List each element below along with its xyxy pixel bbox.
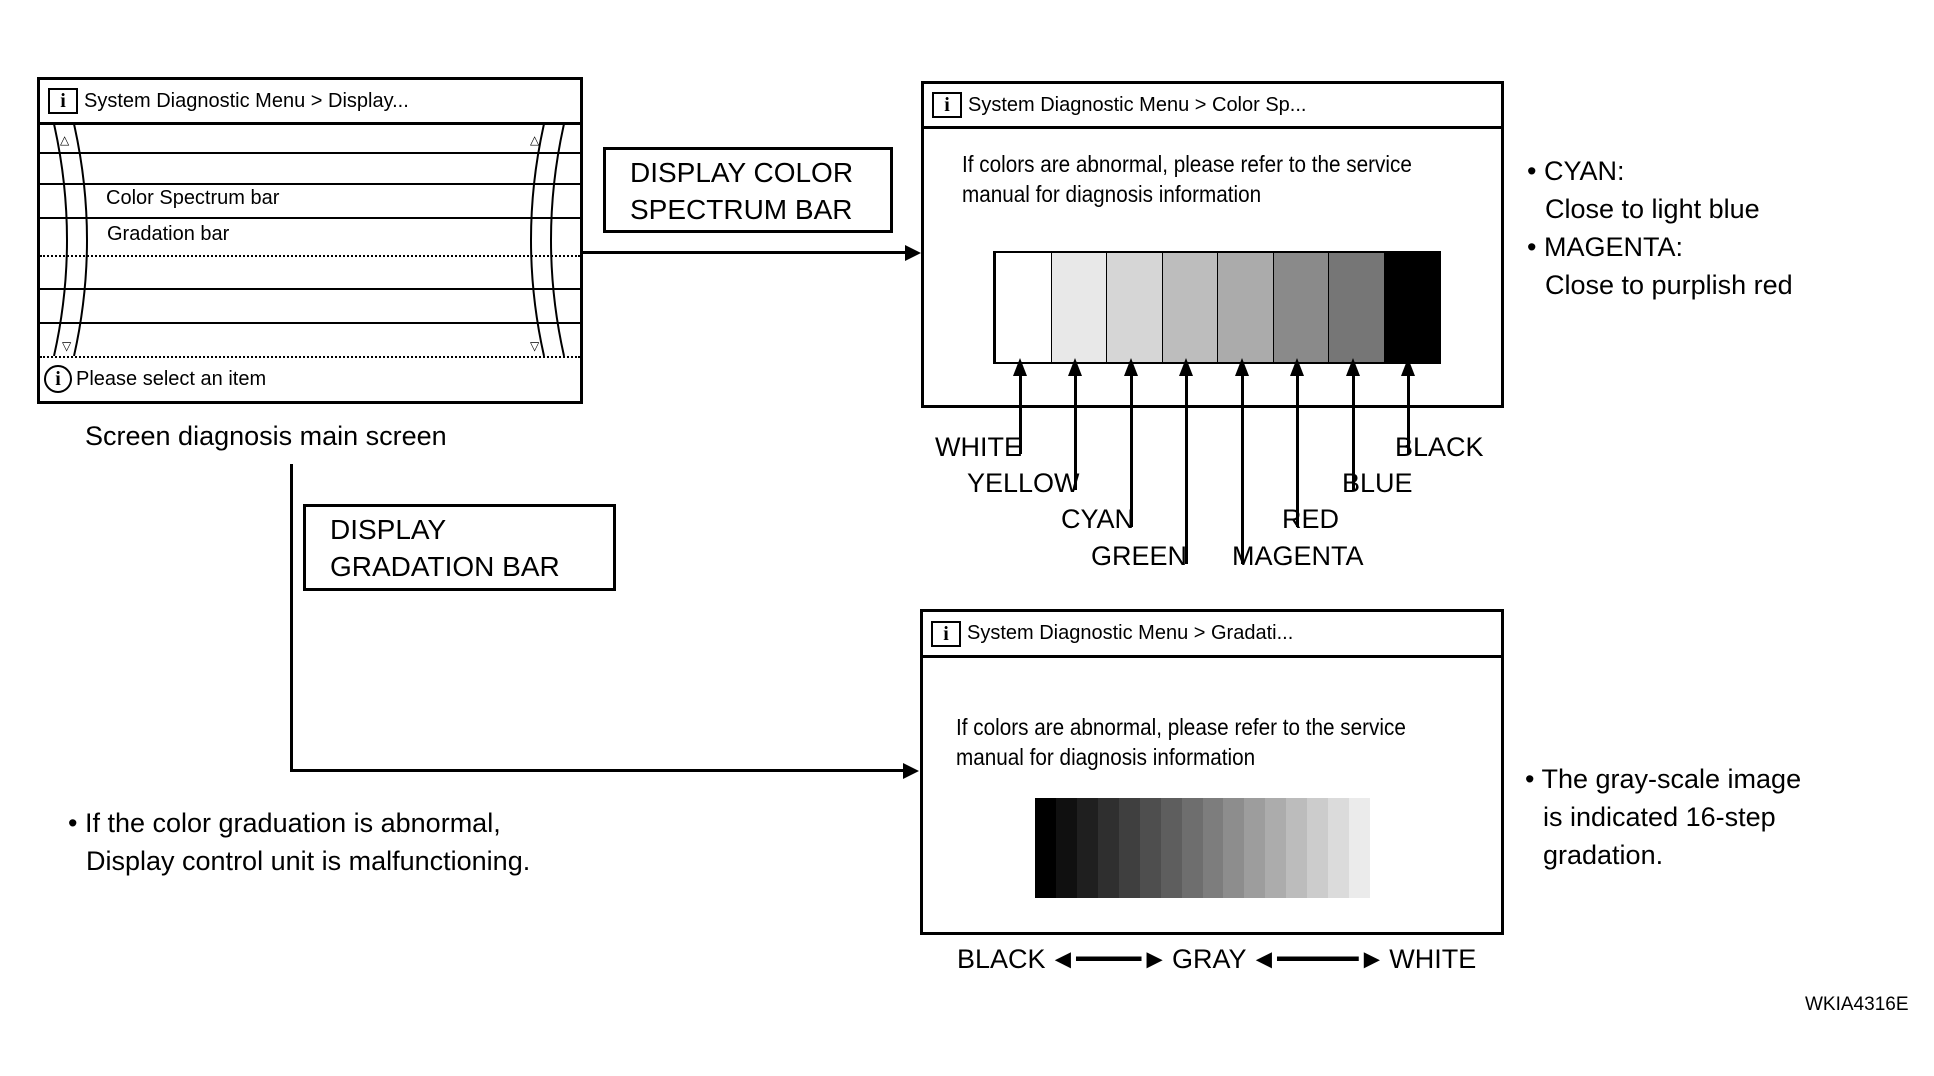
arrowhead-icon: [1068, 358, 1083, 376]
arrow-magenta: [1240, 370, 1244, 564]
color-screen-message: If colors are abnormal, please refer to …: [962, 151, 1412, 207]
color-bar-black: [1383, 253, 1439, 362]
footer-text: Please select an item: [76, 367, 267, 390]
arrowhead-icon: [1179, 358, 1194, 376]
main-screen-footer: i Please select an item: [44, 365, 266, 393]
grad-screen-message: If colors are abnormal, please refer to …: [956, 714, 1406, 770]
arrowhead-icon: [1234, 358, 1249, 376]
arrow-yellow: [1074, 370, 1078, 490]
color-label-cyan: CYAN: [1061, 504, 1135, 534]
color-spectrum-bar: [993, 251, 1441, 364]
scroll-arcs: △ ▽ △ ▽: [53, 124, 565, 356]
info-icon: i: [48, 88, 78, 114]
arrow-blue: [1351, 370, 1355, 490]
info-circle-icon: i: [44, 365, 72, 393]
gradation-step: [1223, 798, 1245, 898]
svg-text:△: △: [530, 133, 540, 147]
arrow-green: [1185, 370, 1189, 564]
color-bar-green: [1161, 253, 1217, 362]
color-bar-cyan: [1106, 253, 1162, 362]
color-bar-magenta: [1217, 253, 1273, 362]
color-label-yellow: YELLOW: [967, 468, 1080, 498]
color-label-magenta: MAGENTA: [1232, 541, 1364, 571]
arrow-to-color-screen: [583, 251, 908, 254]
arrow-white: [1018, 370, 1022, 454]
info-icon: i: [932, 92, 962, 118]
gradation-step: [1265, 798, 1287, 898]
grad-scale: BLACK ◄━━━━► GRAY ◄━━━━━► WHITE: [957, 944, 1477, 974]
gradation-step: [1328, 798, 1350, 898]
svg-text:▽: ▽: [530, 339, 540, 353]
left-note: • If the color graduation is abnormal, Di…: [68, 808, 531, 876]
arrow-black: [1407, 370, 1411, 454]
gradation-step: [1076, 798, 1098, 898]
color-bar-yellow: [1050, 253, 1106, 362]
arrowhead-icon: [1401, 358, 1416, 376]
arrow-to-grad-screen: [290, 769, 905, 772]
arrow-red: [1296, 370, 1300, 527]
arrowhead-icon: [1345, 358, 1360, 376]
color-notes: • CYAN: Close to light blue • MAGENTA: Clo…: [1527, 156, 1793, 300]
grad-screen-title: System Diagnostic Menu > Gradati...: [967, 622, 1294, 644]
arrowhead-icon: [1123, 358, 1138, 376]
arrowhead-icon: [1290, 358, 1305, 376]
figure-id: WKIA4316E: [1805, 994, 1909, 1015]
gradation-bar: [1035, 798, 1370, 898]
gradation-step: [1181, 798, 1203, 898]
main-screen: i System Diagnostic Menu > Display... △ ▽ △…: [37, 77, 583, 404]
step-display-gradation-bar: DISPLAY GRADATION BAR: [303, 504, 616, 591]
gradation-step: [1097, 798, 1119, 898]
color-screen-titlebar: i System Diagnostic Menu > Color Sp...: [924, 84, 1501, 129]
arrowhead-icon: [1012, 358, 1027, 376]
gradation-step: [1035, 798, 1056, 898]
step-display-color-spectrum-bar: DISPLAY COLOR SPECTRUM BAR: [603, 147, 893, 233]
gradation-screen: i System Diagnostic Menu > Gradati... If …: [920, 609, 1504, 935]
main-screen-titlebar: i System Diagnostic Menu > Display...: [40, 80, 580, 125]
gradation-step: [1160, 798, 1182, 898]
main-screen-title: System Diagnostic Menu > Display...: [84, 89, 409, 112]
arrow-cyan: [1129, 370, 1133, 527]
color-label-white: WHITE: [935, 432, 1022, 462]
connector-line: [290, 464, 293, 772]
color-label-green: GREEN: [1091, 541, 1188, 571]
info-icon: i: [931, 620, 961, 647]
gradation-step: [1307, 798, 1329, 898]
svg-text:△: △: [60, 133, 70, 147]
color-bar-white: [995, 253, 1051, 362]
svg-text:▽: ▽: [62, 339, 72, 353]
menu-item-gradation-bar[interactable]: Gradation bar: [107, 223, 230, 245]
color-bar-red: [1272, 253, 1328, 362]
color-screen-title: System Diagnostic Menu > Color Sp...: [968, 93, 1307, 116]
gradation-step: [1244, 798, 1266, 898]
gradation-step: [1286, 798, 1308, 898]
main-screen-caption: Screen diagnosis main screen: [85, 421, 447, 451]
grad-notes: • The gray-scale image is indicated 16-st…: [1525, 764, 1802, 870]
menu-item-color-spectrum-bar[interactable]: Color Spectrum bar: [106, 187, 280, 209]
gradation-step: [1349, 798, 1370, 898]
gradation-step: [1139, 798, 1161, 898]
grad-screen-titlebar: i System Diagnostic Menu > Gradati...: [923, 612, 1501, 658]
gradation-step: [1055, 798, 1077, 898]
color-spectrum-screen: i System Diagnostic Menu > Color Sp... If…: [921, 81, 1504, 408]
color-label-red: RED: [1282, 504, 1340, 534]
color-bar-blue: [1328, 253, 1384, 362]
gradation-step: [1202, 798, 1224, 898]
gradation-step: [1118, 798, 1140, 898]
